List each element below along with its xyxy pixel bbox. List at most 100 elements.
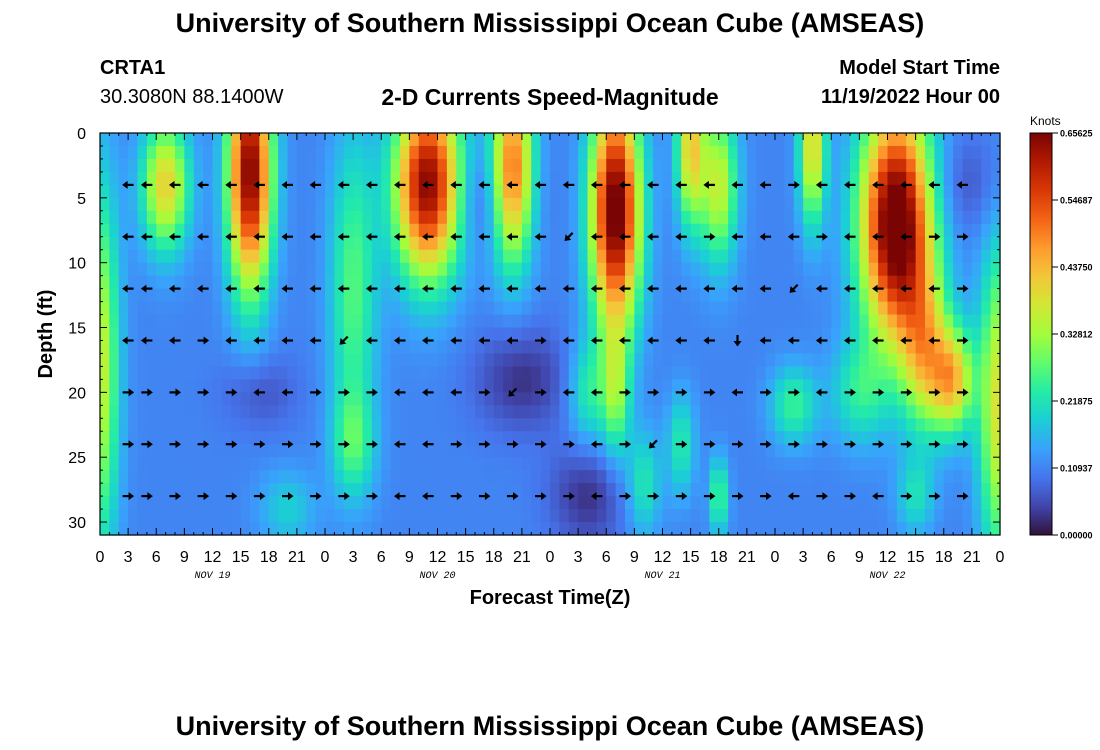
heatmap-cell <box>662 366 673 380</box>
heatmap-cell <box>540 249 551 264</box>
heatmap-cell <box>887 457 898 471</box>
heatmap-cell <box>287 197 298 212</box>
heatmap-cell <box>156 236 167 251</box>
heatmap-cell <box>634 431 645 445</box>
heatmap-cell <box>568 353 579 368</box>
heatmap-cell <box>475 470 485 484</box>
heatmap-cell <box>381 158 392 173</box>
heatmap-cell <box>428 457 439 471</box>
heatmap-cell <box>165 431 176 445</box>
heatmap-cell <box>953 133 964 147</box>
heatmap-cell <box>568 145 579 160</box>
heatmap-cell <box>503 249 514 264</box>
heatmap-cell <box>512 184 523 199</box>
heatmap-cell <box>118 197 129 212</box>
heatmap-cell <box>156 431 167 445</box>
heatmap-cell <box>850 392 860 406</box>
heatmap-cell <box>971 223 982 238</box>
arrow-head <box>872 284 878 293</box>
heatmap-cell <box>981 184 992 199</box>
arrow-head <box>203 336 210 345</box>
heatmap-cell <box>784 158 795 173</box>
heatmap-cell <box>662 301 673 316</box>
heatmap-cell <box>990 301 1001 316</box>
y-tick-label: 20 <box>68 385 86 402</box>
heatmap-cell <box>165 223 176 238</box>
heatmap-cell <box>915 184 926 199</box>
heatmap-cell <box>596 522 607 536</box>
heatmap-cell <box>625 444 635 458</box>
heatmap-cell <box>615 509 626 523</box>
heatmap-cell <box>681 145 692 160</box>
heatmap-cell <box>793 483 804 497</box>
heatmap-cell <box>409 392 420 406</box>
heatmap-cell <box>625 470 635 484</box>
heatmap-cell <box>681 522 692 536</box>
arrow-head <box>963 232 969 241</box>
heatmap-cell <box>971 496 982 510</box>
heatmap-cell <box>803 444 814 458</box>
heatmap-cell <box>737 522 748 536</box>
heatmap-cell <box>606 301 617 316</box>
heatmap-cell <box>887 158 898 173</box>
heatmap-cell <box>475 431 485 445</box>
heatmap-cell <box>362 457 373 471</box>
heatmap-cell <box>418 275 429 290</box>
current-arrow <box>619 232 631 241</box>
heatmap-cell <box>503 223 514 238</box>
heatmap-cell <box>615 353 626 368</box>
heatmap-cell <box>240 366 251 380</box>
heatmap-cell <box>165 509 176 523</box>
heatmap-cell <box>484 236 495 251</box>
heatmap-cell <box>221 392 232 406</box>
arrow-head <box>675 336 681 345</box>
heatmap-cell <box>296 133 307 147</box>
heatmap-cell <box>278 223 289 238</box>
heatmap-cell <box>465 405 476 419</box>
heatmap-cell <box>906 392 917 406</box>
heatmap-cell <box>784 223 795 238</box>
heatmap-cell <box>240 145 251 160</box>
heatmap-cell <box>156 496 167 510</box>
heatmap-cell <box>887 366 898 380</box>
heatmap-cell <box>943 470 954 484</box>
heatmap-cell <box>221 210 232 225</box>
heatmap-cell <box>287 133 298 147</box>
heatmap-cell <box>578 275 589 290</box>
heatmap-cell <box>831 223 842 238</box>
heatmap-cell <box>784 496 795 510</box>
heatmap-cell <box>240 301 251 316</box>
heatmap-cell <box>184 158 195 173</box>
heatmap-cell <box>268 158 279 173</box>
arrow-head <box>731 388 737 397</box>
heatmap-cell <box>118 522 129 536</box>
heatmap-cell <box>953 249 964 264</box>
heatmap-cell <box>212 392 223 406</box>
heatmap-cell <box>100 210 110 225</box>
heatmap-cell <box>475 509 485 523</box>
heatmap-cell <box>334 405 345 419</box>
current-arrow <box>703 440 716 449</box>
arrow-head <box>281 232 287 241</box>
heatmap-cell <box>156 288 167 303</box>
heatmap-cell <box>540 210 551 225</box>
heatmap-cell <box>315 197 326 212</box>
heatmap-cell <box>512 314 523 329</box>
heatmap-cell <box>193 392 204 406</box>
heatmap-cell <box>821 509 832 523</box>
heatmap-cell <box>212 457 223 471</box>
heatmap-cell <box>353 470 364 484</box>
heatmap-cell <box>606 418 617 432</box>
current-arrow <box>253 440 266 449</box>
heatmap-cell <box>128 275 139 290</box>
heatmap-cell <box>953 366 964 380</box>
arrow-head <box>203 440 210 449</box>
heatmap-cell <box>737 236 748 251</box>
heatmap-cell <box>634 236 645 251</box>
heatmap-cell <box>118 236 129 251</box>
heatmap-cell <box>681 470 692 484</box>
heatmap-cell <box>193 353 204 368</box>
heatmap-cell <box>362 223 373 238</box>
heatmap-cell <box>437 418 448 432</box>
heatmap-cell <box>568 133 579 147</box>
